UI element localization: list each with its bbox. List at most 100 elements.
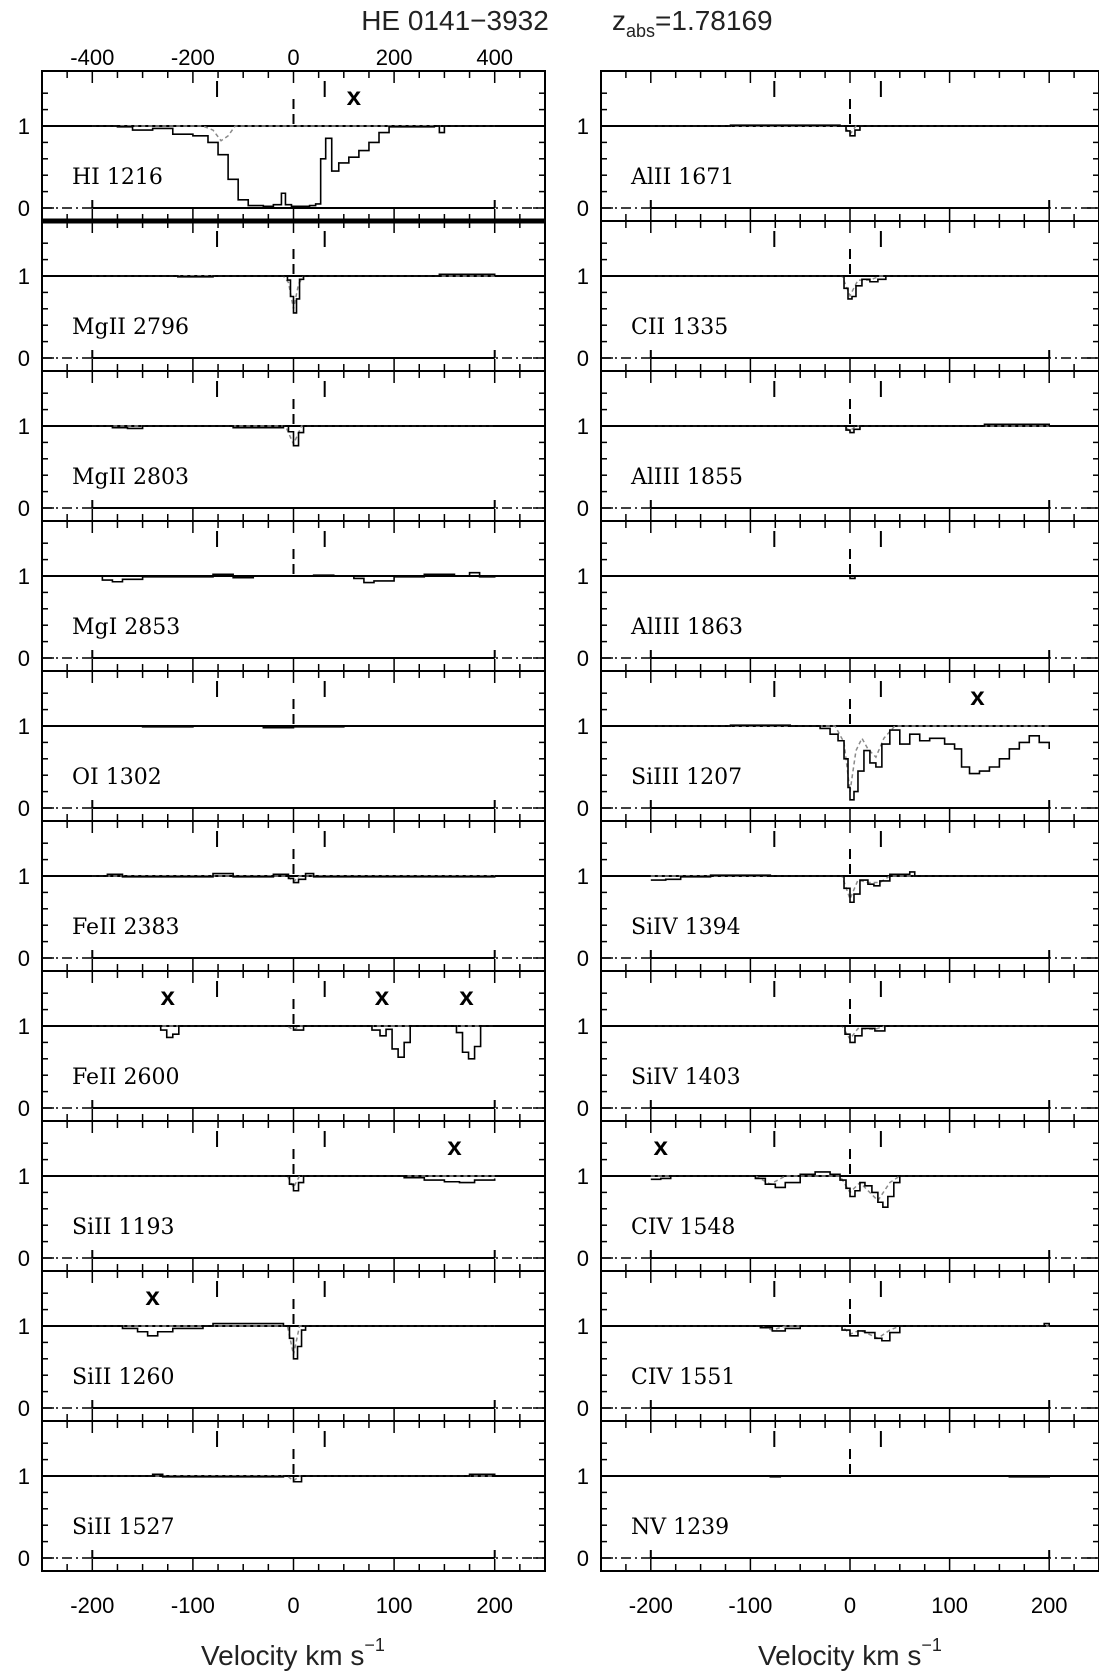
flux-profile-line	[92, 425, 495, 447]
y-tick-label: 1	[577, 414, 589, 439]
contaminant-mark: x	[145, 1281, 160, 1311]
flux-profile-line	[650, 1475, 1050, 1478]
component-model-line	[92, 125, 495, 142]
panel-left-4: 0 1 OI 1302	[18, 670, 546, 822]
y-tick-label: 1	[577, 1314, 589, 1339]
flux-profile-line	[92, 1175, 496, 1192]
x-axis-title-right: Velocity km s−1	[758, 1635, 942, 1671]
y-tick-label: 0	[18, 1246, 30, 1271]
x-tick-label: 0	[287, 1593, 299, 1618]
x-axis-title-left: Velocity km s−1	[201, 1635, 385, 1671]
flux-profile-line	[650, 871, 1050, 904]
y-tick-label: 1	[577, 714, 589, 739]
component-model-line	[650, 725, 1050, 792]
y-tick-label: 0	[18, 1396, 30, 1421]
ion-label: MgII 2796	[72, 315, 189, 340]
x-tick-label: 200	[476, 1593, 513, 1618]
x-tick-label: -100	[171, 1593, 215, 1618]
panel-left-0: 0 1 x HI 1216 -400 -200 0 200 400	[18, 45, 546, 224]
y-tick-label: 1	[577, 564, 589, 589]
ion-label: AlIII 1855	[630, 465, 743, 490]
panel-right-0: 0 1 AlII 1671	[577, 70, 1099, 222]
flux-profile-line	[650, 1322, 1050, 1342]
y-tick-label: 1	[577, 1464, 589, 1489]
y-tick-label: 1	[18, 1314, 30, 1339]
y-tick-label: 0	[18, 496, 30, 521]
flux-profile-line	[650, 275, 1050, 300]
ion-label: SiIV 1394	[631, 915, 741, 940]
panel-frame	[41, 1120, 546, 1272]
ion-label: MgI 2853	[72, 615, 180, 640]
y-tick-label: 1	[18, 864, 30, 889]
panel-right-3: 0 1 AlIII 1863	[577, 520, 1099, 672]
x-tick-label: 200	[1031, 1593, 1068, 1618]
ion-label: FeII 2600	[72, 1065, 179, 1090]
panel-right-6: 0 1 SiIV 1403	[577, 970, 1099, 1122]
y-tick-label: 0	[577, 946, 589, 971]
contaminant-mark: x	[459, 981, 474, 1011]
panel-frame	[600, 70, 1099, 222]
panel-left-7: 0 1 x SiII 1193	[18, 1120, 546, 1272]
flux-profile-line	[650, 724, 1050, 801]
panel-left-2: 0 1 MgII 2803	[18, 370, 546, 522]
y-tick-label: 1	[577, 864, 589, 889]
y-tick-label: 1	[18, 714, 30, 739]
x-tick-label: -200	[629, 1593, 673, 1618]
y-tick-label: 0	[577, 1096, 589, 1121]
flux-profile-line	[92, 1473, 496, 1483]
panel-right-1: 0 1 CII 1335	[577, 220, 1099, 372]
y-tick-label: 1	[18, 564, 30, 589]
top-x-tick-label: 200	[376, 45, 413, 70]
x-tick-label: 100	[931, 1593, 968, 1618]
flux-profile-line	[650, 1171, 1050, 1208]
flux-profile-line	[92, 1322, 495, 1360]
flux-profile-line	[92, 571, 496, 584]
panel-right-7: 0 1 x CIV 1548	[577, 1120, 1099, 1272]
flux-profile-line	[650, 124, 1050, 137]
y-tick-label: 1	[18, 1014, 30, 1039]
ion-label: AlIII 1863	[630, 615, 743, 640]
contaminant-mark: x	[161, 981, 176, 1011]
x-tick-label: -200	[70, 1593, 114, 1618]
y-tick-label: 0	[18, 1546, 30, 1571]
y-tick-label: 1	[577, 1164, 589, 1189]
y-tick-label: 1	[577, 114, 589, 139]
panel-left-9: 0 1 SiII 1527 -200 -100 0 100 200	[18, 1420, 546, 1618]
panel-frame	[600, 520, 1099, 672]
panel-frame	[600, 1420, 1099, 1572]
panel-frame	[41, 1420, 546, 1572]
y-tick-label: 0	[577, 346, 589, 371]
top-x-tick-label: -400	[70, 45, 114, 70]
y-tick-label: 0	[18, 646, 30, 671]
flux-profile-line	[92, 725, 495, 729]
panel-left-3: 0 1 MgI 2853	[18, 520, 546, 672]
component-model-line	[650, 275, 1050, 298]
contaminant-mark: x	[447, 1131, 462, 1161]
y-tick-label: 0	[577, 1246, 589, 1271]
contaminant-mark: x	[347, 81, 362, 111]
panel-left-5: 0 1 FeII 2383	[18, 820, 546, 972]
panel-frame	[41, 820, 546, 972]
y-tick-label: 0	[577, 1546, 589, 1571]
y-tick-label: 1	[18, 414, 30, 439]
redshift-label: zabs=1.78169	[612, 5, 773, 41]
flux-profile-line	[92, 1025, 495, 1060]
panel-left-1: 0 1 MgII 2796	[18, 220, 546, 372]
ion-label: NV 1239	[631, 1515, 729, 1540]
y-tick-label: 0	[577, 196, 589, 221]
y-tick-label: 0	[577, 1396, 589, 1421]
y-tick-label: 0	[18, 796, 30, 821]
ion-label: SiII 1260	[72, 1365, 174, 1390]
y-tick-label: 0	[18, 946, 30, 971]
top-x-tick-label: -200	[171, 45, 215, 70]
top-x-tick-label: 400	[476, 45, 513, 70]
contaminant-mark: x	[654, 1131, 669, 1161]
ion-label: CIV 1548	[631, 1215, 735, 1240]
panel-frame	[41, 670, 546, 822]
panel-right-5: 0 1 SiIV 1394	[577, 820, 1099, 972]
panel-frame	[600, 970, 1099, 1122]
ion-label: SiIV 1403	[631, 1065, 741, 1090]
ion-label: FeII 2383	[72, 915, 179, 940]
y-tick-label: 1	[18, 264, 30, 289]
x-tick-label: 0	[844, 1593, 856, 1618]
